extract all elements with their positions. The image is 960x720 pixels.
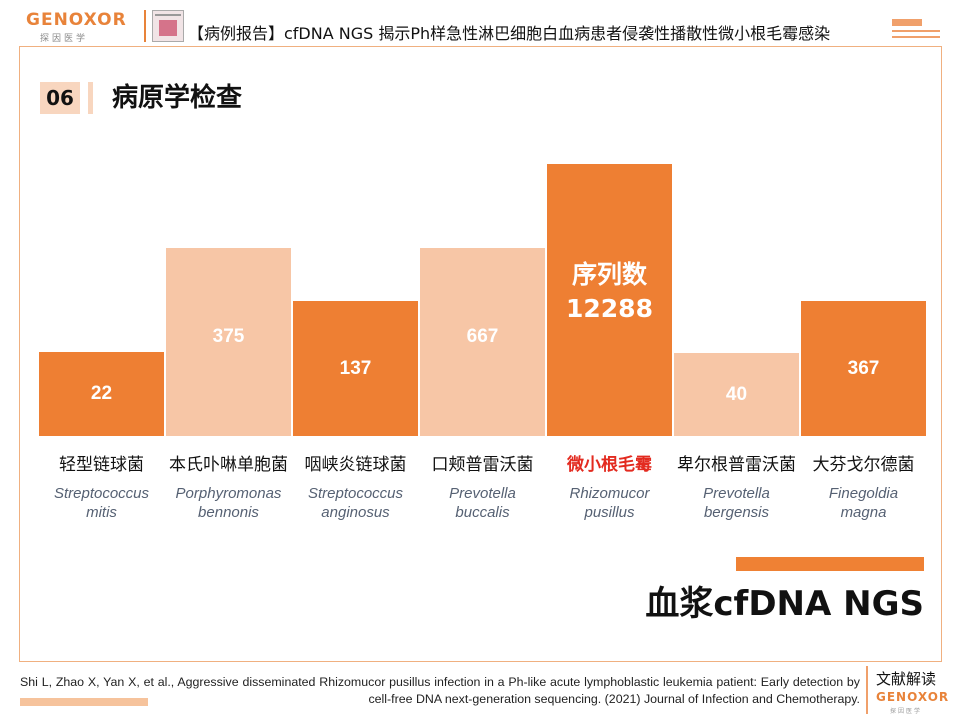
- category-chinese-name: 口颊普雷沃菌: [431, 455, 534, 475]
- footer-logo-subtitle: 探因医学: [890, 708, 923, 715]
- category-chinese-name: 微小根毛霉: [567, 455, 652, 475]
- bar-value-label: 375: [212, 326, 245, 347]
- footer-logo-text: GENOXOR: [876, 690, 950, 704]
- latin-name-part: Prevotella: [449, 485, 516, 502]
- category-latin-name: Streptococcus anginosus: [285, 484, 426, 522]
- latin-name-part: anginosus: [321, 504, 390, 521]
- category-latin-name: Streptococcus mitis: [31, 484, 172, 522]
- category-chinese-name: 卑尔根普雷沃菌: [677, 455, 796, 475]
- footer-accent-bar: [20, 698, 148, 706]
- header-decoration: [892, 30, 940, 32]
- chart-bar: 137: [293, 301, 418, 436]
- latin-name-part: bergensis: [703, 504, 770, 521]
- logo-subtitle: 探因医学: [40, 34, 89, 44]
- method-title: 血浆cfDNA NGS: [645, 584, 924, 624]
- genoxor-logo: GENOXOR 探因医学: [26, 10, 136, 44]
- section-accent-bar: [88, 82, 93, 114]
- chart-bar: 序列数 12288: [547, 164, 672, 436]
- bar-value-label: 137: [339, 358, 372, 379]
- content-frame: [19, 46, 942, 662]
- section-number: 06: [40, 82, 80, 114]
- header-title: 【病例报告】cfDNA NGS 揭示Ph样急性淋巴细胞白血病患者侵袭性播散性微小…: [188, 24, 831, 43]
- header-decoration: [892, 36, 940, 38]
- latin-name-part: Rhizomucor: [569, 485, 650, 502]
- chart-bar: 22: [39, 352, 164, 436]
- bar-value-label: 367: [847, 358, 880, 379]
- category-chinese-name: 本氏卟啉单胞菌: [169, 455, 288, 475]
- bar-value-label: 12288: [566, 294, 653, 323]
- bar-value-label: 40: [725, 384, 748, 405]
- bar-value-label: 22: [90, 383, 113, 404]
- category-latin-name: Rhizomucor pusillus: [539, 484, 680, 522]
- chart-bar: 40: [674, 353, 799, 436]
- bar-value-label: 667: [466, 326, 499, 347]
- category-latin-name: Finegoldia magna: [793, 484, 934, 522]
- bar-highlight-label: 序列数 12288: [547, 258, 672, 326]
- category-latin-name: Prevotella bergensis: [666, 484, 807, 522]
- category-chinese-name: 轻型链球菌: [59, 455, 144, 475]
- bar-highlight-caption: 序列数: [571, 260, 647, 289]
- latin-name-part: Porphyromonas: [175, 485, 282, 502]
- chart-bar: 367: [801, 301, 926, 436]
- category-chinese-name: 咽峡炎链球菌: [304, 455, 407, 475]
- latin-name-part: magna: [840, 504, 887, 521]
- latin-name-part: Streptococcus: [53, 485, 150, 502]
- latin-name-part: mitis: [86, 504, 117, 521]
- chart-bar: 375: [166, 248, 291, 436]
- footer-divider: [866, 666, 868, 714]
- category-chinese-name: 大芬戈尔德菌: [812, 455, 915, 475]
- page-header: GENOXOR 探因医学 【病例报告】cfDNA NGS 揭示Ph样急性淋巴细胞…: [0, 0, 960, 46]
- logo-text: GENOXOR: [26, 10, 127, 30]
- citation-text: Shi L, Zhao X, Yan X, et al., Aggressive…: [20, 675, 860, 706]
- section-title: 病原学检查: [112, 83, 243, 113]
- latin-name-part: pusillus: [584, 504, 635, 521]
- method-accent-bar: [736, 557, 924, 571]
- category-latin-name: Porphyromonas bennonis: [158, 484, 299, 522]
- latin-name-part: Streptococcus: [307, 485, 404, 502]
- latin-name-part: buccalis: [455, 504, 510, 521]
- header-divider: [144, 10, 146, 42]
- category-latin-name: Prevotella buccalis: [412, 484, 553, 522]
- pathogen-bar-chart: 22 375 137 667 序列数 12288 40 367: [39, 120, 929, 436]
- header-decoration: [892, 19, 922, 26]
- latin-name-part: bennonis: [198, 504, 259, 521]
- latin-name-part: Prevotella: [703, 485, 770, 502]
- chart-bar: 667: [420, 248, 545, 436]
- footer-label: 文献解读: [876, 670, 937, 688]
- latin-name-part: Finegoldia: [828, 485, 899, 502]
- paper-thumbnail-icon: [152, 10, 184, 42]
